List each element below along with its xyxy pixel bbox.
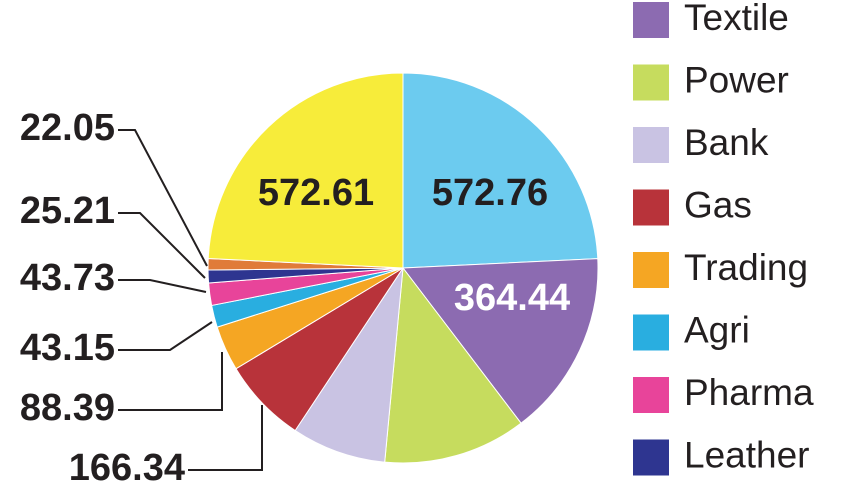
pie-slice (402, 258, 599, 424)
legend-label: Pharma (684, 372, 814, 413)
legend-swatch (633, 64, 669, 101)
legend-label: Power (684, 59, 789, 100)
pie-slice (294, 267, 404, 463)
leader-line (188, 405, 263, 471)
data-label: 88.39 (20, 387, 115, 429)
legend-label: Leather (684, 434, 810, 475)
legend-swatch (633, 377, 669, 413)
leader-line (118, 129, 208, 267)
legend-label: Textile (684, 0, 789, 38)
data-label: 43.73 (20, 257, 115, 299)
data-label: 166.34 (69, 447, 185, 482)
pie-slice (384, 266, 522, 464)
data-label: 43.15 (20, 327, 115, 369)
legend-swatch (633, 127, 669, 163)
data-label: 572.76 (432, 172, 548, 214)
legend-swatch (633, 439, 669, 476)
legend-swatch (633, 314, 669, 351)
legend-swatch (633, 2, 669, 38)
legend-swatch (633, 189, 669, 226)
leader-line (118, 321, 213, 351)
data-label: 364.44 (454, 277, 570, 319)
legend-label: Gas (684, 184, 752, 225)
legend-label: Agri (684, 309, 750, 350)
leader-line (118, 352, 223, 411)
data-label: 572.61 (258, 172, 374, 214)
legend-label: Bank (684, 122, 769, 163)
pie-slice (207, 72, 404, 269)
legend-label: Trading (684, 247, 808, 288)
legend-swatch (633, 252, 669, 288)
leader-line (118, 279, 207, 293)
data-label: 25.21 (20, 190, 115, 232)
pie-slice (402, 72, 599, 269)
data-label: 22.05 (20, 107, 115, 149)
leader-line (118, 212, 206, 279)
